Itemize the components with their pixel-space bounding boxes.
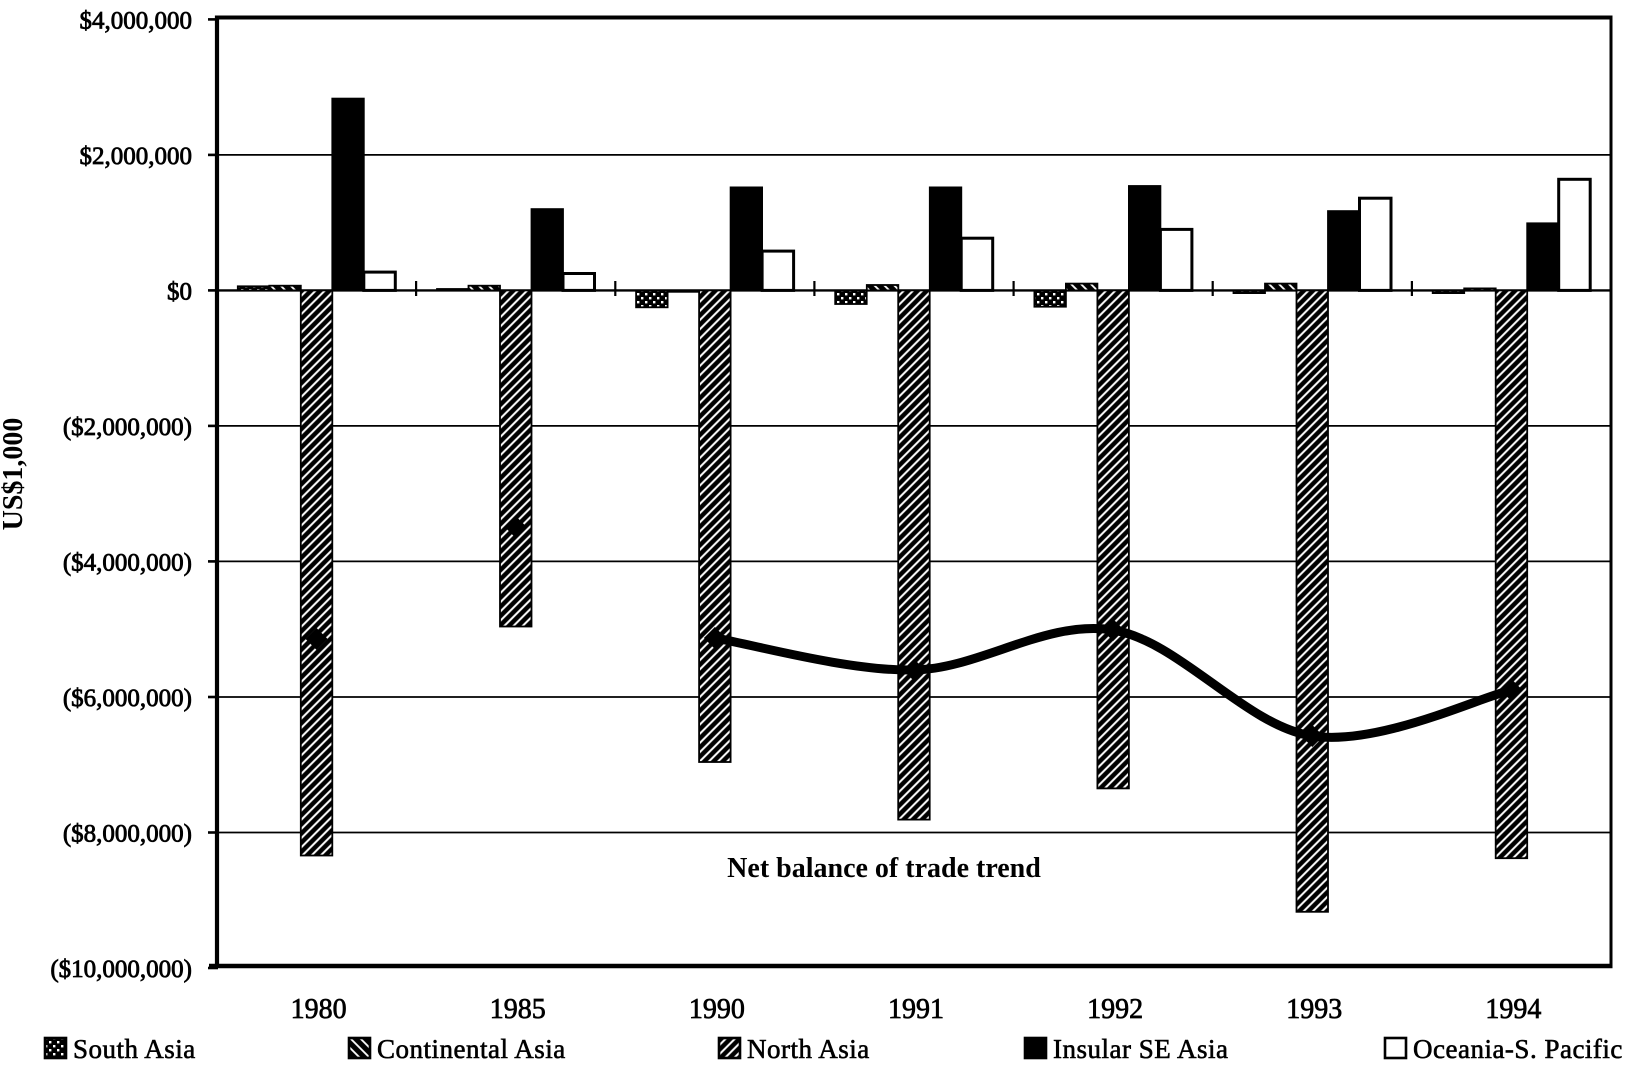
svg-text:US$1,000: US$1,000	[0, 418, 29, 531]
svg-text:($4,000,000): ($4,000,000)	[63, 549, 192, 576]
svg-text:Net balance of trade trend: Net balance of trade trend	[727, 853, 1041, 884]
svg-text:($6,000,000): ($6,000,000)	[63, 685, 192, 712]
svg-text:($8,000,000): ($8,000,000)	[63, 821, 192, 848]
svg-text:($2,000,000): ($2,000,000)	[63, 414, 192, 441]
svg-text:1993: 1993	[1286, 994, 1342, 1025]
svg-text:South Asia: South Asia	[73, 1034, 196, 1064]
svg-text:1992: 1992	[1087, 994, 1143, 1025]
svg-text:1990: 1990	[689, 994, 745, 1025]
svg-text:1991: 1991	[888, 994, 944, 1025]
svg-text:$0: $0	[167, 278, 192, 305]
svg-text:Insular SE Asia: Insular SE Asia	[1053, 1034, 1229, 1064]
svg-text:$2,000,000: $2,000,000	[80, 143, 193, 170]
svg-text:$4,000,000: $4,000,000	[80, 7, 193, 34]
svg-text:North Asia: North Asia	[747, 1034, 870, 1064]
svg-text:($10,000,000): ($10,000,000)	[50, 956, 192, 983]
svg-text:1980: 1980	[291, 994, 347, 1025]
svg-text:1985: 1985	[490, 994, 546, 1025]
svg-text:Continental Asia: Continental Asia	[377, 1034, 566, 1064]
svg-text:1994: 1994	[1485, 994, 1541, 1025]
svg-text:Oceania-S. Pacific: Oceania-S. Pacific	[1413, 1034, 1623, 1064]
